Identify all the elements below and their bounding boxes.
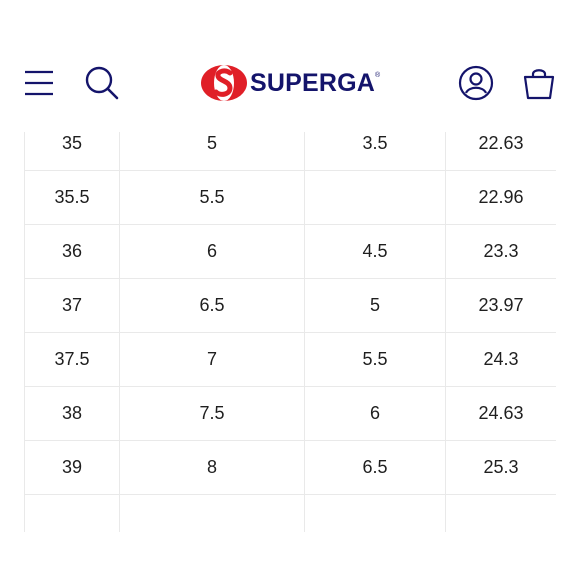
brand-name: SUPERGA <box>250 69 376 97</box>
search-icon <box>85 66 119 100</box>
superga-logo-icon <box>201 65 247 101</box>
table-cell: 5.5 <box>119 170 305 225</box>
table-cell: 23.97 <box>445 278 556 333</box>
table-cell: 5 <box>119 132 305 171</box>
hamburger-icon <box>25 70 53 96</box>
table-cell: 22.63 <box>445 132 556 171</box>
table-cell: 3.5 <box>304 132 446 171</box>
table-cell: 22.96 <box>445 170 556 225</box>
menu-button[interactable] <box>24 68 54 98</box>
search-button[interactable] <box>85 66 119 100</box>
table-cell: 24.3 <box>445 332 556 387</box>
table-cell: 35 <box>24 132 120 171</box>
table-cell: 23.3 <box>445 224 556 279</box>
table-cell: 5.5 <box>304 332 446 387</box>
table-row-partial-bottom <box>24 494 556 532</box>
table-cell: 6 <box>119 224 305 279</box>
table-cell: 25.3 <box>445 440 556 495</box>
table-cell: 7 <box>119 332 305 387</box>
table-cell: 24.63 <box>445 386 556 441</box>
table-cell: 35.5 <box>24 170 120 225</box>
table-row: 35 5 3.5 22.63 <box>24 132 556 171</box>
table-cell <box>304 170 446 225</box>
user-icon <box>458 65 494 101</box>
table-cell: 7.5 <box>119 386 305 441</box>
table-cell: 6 <box>304 386 446 441</box>
table-row: 35.5 5.5 22.96 <box>24 170 556 225</box>
shopping-bag-icon <box>523 69 555 100</box>
brand-logo[interactable]: SUPERGA ® <box>200 64 380 102</box>
size-chart-scroll-area[interactable]: 35 5 3.5 22.63 35.5 5.5 22.96 36 6 4.5 2… <box>24 132 556 532</box>
table-cell: 37 <box>24 278 120 333</box>
table-cell: 36 <box>24 224 120 279</box>
cart-button[interactable] <box>522 66 556 100</box>
table-cell: 6.5 <box>119 278 305 333</box>
table-cell: 5 <box>304 278 446 333</box>
table-row: 37.5 7 5.5 24.3 <box>24 332 556 387</box>
account-button[interactable] <box>458 65 494 101</box>
table-cell: 39 <box>24 440 120 495</box>
table-row: 37 6.5 5 23.97 <box>24 278 556 333</box>
table-cell: 38 <box>24 386 120 441</box>
table-cell: 4.5 <box>304 224 446 279</box>
table-cell: 8 <box>119 440 305 495</box>
table-row: 38 7.5 6 24.63 <box>24 386 556 441</box>
site-header: SUPERGA ® <box>0 0 580 132</box>
table-cell: 37.5 <box>24 332 120 387</box>
table-cell: 6.5 <box>304 440 446 495</box>
size-chart-table: 35 5 3.5 22.63 35.5 5.5 22.96 36 6 4.5 2… <box>24 132 556 532</box>
registered-mark: ® <box>375 72 381 79</box>
table-row: 36 6 4.5 23.3 <box>24 224 556 279</box>
table-row: 39 8 6.5 25.3 <box>24 440 556 495</box>
